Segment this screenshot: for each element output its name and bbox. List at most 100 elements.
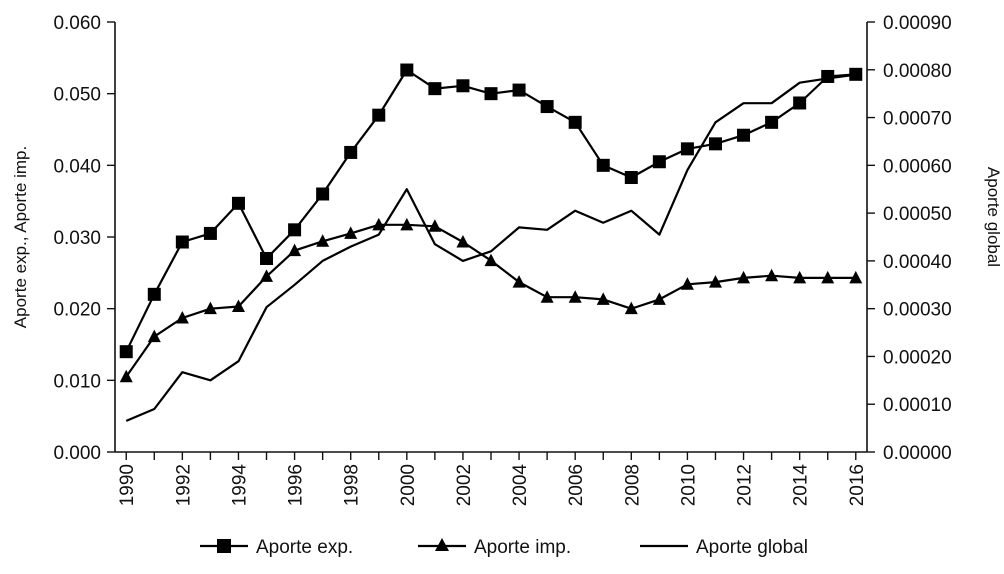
left-y-tick-label: 0.020 [53, 300, 101, 321]
x-tick-label: 2014 [791, 464, 812, 507]
exp-square-marker [344, 145, 358, 159]
legend-exp-square-marker [217, 539, 231, 553]
right-y-tick-label: 0.00030 [883, 300, 952, 321]
exp-square-marker [316, 187, 330, 201]
imp-triangle-marker [737, 270, 751, 284]
right-y-tick-label: 0.00070 [883, 109, 952, 130]
right-axis-title: Aporte global [984, 167, 1003, 267]
imp-triangle-marker [849, 270, 863, 284]
legend-exp-label: Aporte exp. [256, 537, 353, 558]
x-tick-label: 1994 [229, 464, 250, 507]
exp-square-marker [119, 345, 133, 359]
imp-triangle-marker [765, 268, 779, 282]
exp-square-marker [540, 100, 554, 114]
left-y-tick-label: 0.030 [53, 228, 101, 249]
imp-triangle-marker [231, 299, 245, 313]
right-y-tick-label: 0.00000 [883, 443, 952, 464]
imp-triangle-marker [400, 217, 414, 231]
exp-square-marker [175, 235, 189, 249]
x-tick-label: 2002 [454, 464, 475, 506]
exp-square-marker [147, 287, 161, 301]
legend-imp-label: Aporte imp. [474, 537, 571, 558]
imp-triangle-marker [512, 275, 526, 288]
imp-triangle-marker [793, 270, 807, 284]
imp-triangle-marker [680, 277, 694, 290]
imp-triangle-marker [568, 290, 582, 303]
exp-square-marker [849, 67, 863, 81]
imp-triangle-marker [652, 292, 666, 305]
right-y-tick-label: 0.00060 [883, 156, 952, 177]
x-ticks: 1990 1992 1994 1996 1998 2000 2002 2004 2006 2008… [117, 452, 868, 506]
left-axis-title: Aporte exp., Aporte imp. [11, 146, 30, 328]
exp-square-marker [596, 158, 610, 172]
imp-triangle-marker [147, 329, 161, 343]
exp-square-marker [737, 128, 751, 142]
left-y-ticks: 0.000 0.010 0.020 0.030 0.040 0.050 0.060 [53, 13, 115, 464]
exp-square-marker [484, 87, 498, 101]
legend-imp-triangle-marker [435, 538, 449, 551]
imp-triangle-marker [821, 270, 835, 284]
legend-item-exp: Aporte exp. [200, 537, 353, 558]
right-y-tick-label: 0.00020 [883, 347, 952, 368]
imp-triangle-marker [119, 369, 133, 383]
x-tick-label: 2004 [510, 464, 531, 507]
imp-triangle-marker [456, 235, 470, 248]
exp-square-marker [400, 63, 414, 77]
imp-triangle-marker [288, 243, 302, 257]
axes [114, 22, 868, 453]
exp-square-marker [680, 142, 694, 156]
right-y-tick-label: 0.00090 [883, 13, 952, 34]
x-tick-label: 2000 [398, 464, 419, 506]
imp-triangle-marker [203, 301, 217, 315]
imp-triangle-marker [175, 310, 189, 324]
right-y-ticks: 0.00000 0.00010 0.00020 0.00030 0.00040 0.000… [867, 13, 952, 464]
exp-square-marker [231, 196, 245, 210]
imp-triangle-marker [596, 292, 610, 305]
exp-square-marker [288, 223, 302, 237]
exp-square-marker [428, 82, 442, 96]
imp-triangle-marker [708, 275, 722, 288]
exp-square-marker [260, 252, 274, 265]
exp-square-marker [456, 79, 470, 93]
left-y-tick-label: 0.000 [53, 443, 101, 464]
legend-global-label: Aporte global [696, 537, 808, 558]
exp-square-marker [793, 96, 807, 110]
x-tick-label: 1996 [286, 464, 307, 506]
x-tick-label: 2006 [566, 464, 587, 506]
imp-triangle-marker [428, 219, 442, 232]
imp-triangle-marker [484, 253, 498, 267]
imp-triangle-marker [344, 226, 358, 239]
exp-square-marker [765, 115, 779, 129]
legend: Aporte exp. Aporte imp. Aporte global [200, 537, 808, 558]
x-tick-label: 1998 [342, 464, 363, 506]
exp-square-marker [372, 108, 386, 122]
legend-item-global: Aporte global [640, 537, 808, 558]
exp-square-marker [652, 155, 666, 169]
imp-triangle-marker [260, 269, 274, 282]
imp-triangle-marker [540, 290, 554, 303]
legend-item-imp: Aporte imp. [418, 537, 571, 558]
x-tick-label: 2016 [847, 464, 868, 506]
x-tick-label: 2012 [735, 464, 756, 506]
left-y-tick-label: 0.010 [53, 371, 101, 392]
exp-square-marker [821, 69, 835, 83]
imp-triangle-marker [372, 217, 386, 231]
exp-square-marker [203, 226, 217, 240]
x-tick-label: 2008 [622, 464, 643, 506]
exp-square-marker [512, 83, 526, 97]
series-layer [119, 63, 863, 422]
series-line-aporte-imp [125, 223, 856, 378]
right-y-tick-label: 0.00040 [883, 252, 952, 273]
imp-triangle-marker [316, 234, 330, 247]
x-tick-label: 1992 [173, 464, 194, 506]
exp-square-marker [708, 137, 722, 151]
left-y-tick-label: 0.040 [53, 156, 101, 177]
right-y-tick-label: 0.00010 [883, 395, 952, 416]
x-tick-label: 1990 [117, 464, 138, 506]
right-y-tick-label: 0.00080 [883, 61, 952, 82]
left-y-tick-label: 0.050 [53, 85, 101, 106]
x-tick-label: 2010 [678, 464, 699, 506]
right-y-tick-label: 0.00050 [883, 204, 952, 225]
exp-square-marker [624, 171, 638, 185]
